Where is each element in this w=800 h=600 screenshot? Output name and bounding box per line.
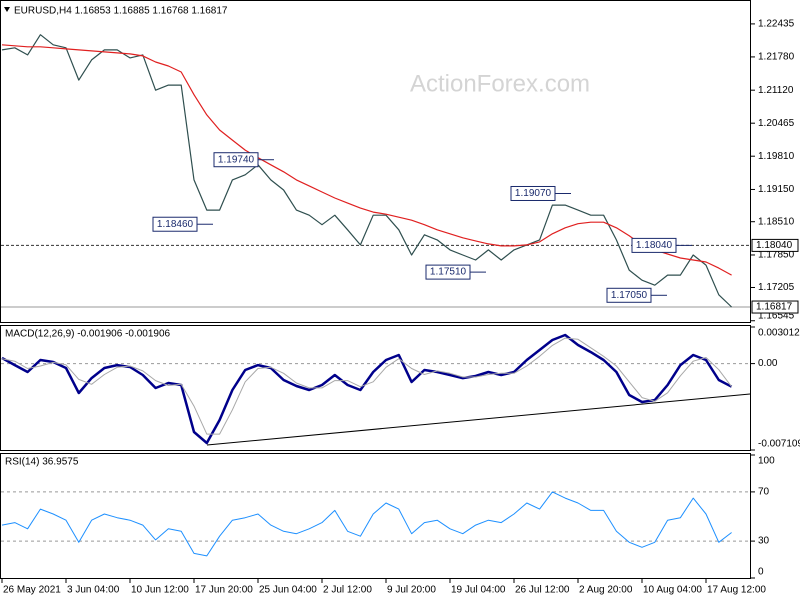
annotation-box (213, 152, 259, 168)
annotation-label: 1.17510 (430, 267, 467, 278)
y-tick-label: 1.17850 (758, 250, 795, 261)
annotation-box (510, 185, 556, 201)
x-tick-label: 26 Jul 12:00 (515, 585, 570, 596)
x-tick-label: 2 Jul 12:00 (323, 585, 372, 596)
x-tick-label: 9 Jul 20:00 (387, 585, 436, 596)
annotation-box (425, 264, 471, 280)
annotation-label: 1.18460 (157, 219, 194, 230)
y-tick-label: 0.00 (758, 358, 778, 369)
y-tick-label: 0.003012 (758, 328, 800, 339)
price-level-box (751, 300, 799, 314)
rsi-panel (0, 453, 751, 579)
y-tick-label: 1.17205 (758, 282, 795, 293)
y-tick-label: 30 (758, 536, 770, 547)
annotation-label: 1.19740 (218, 154, 255, 165)
y-tick-label: 1.20465 (758, 118, 795, 129)
y-tick-label: 100 (758, 456, 775, 467)
trend-line (206, 393, 751, 446)
y-tick-label: 1.19810 (758, 151, 795, 162)
y-tick-label: -0.007109 (758, 439, 800, 450)
price-level-label: 1.16817 (756, 302, 793, 313)
y-tick-label: 0 (758, 567, 764, 578)
annotation-box (606, 287, 652, 303)
annotation-box (152, 216, 198, 232)
y-tick-label: 1.16545 (758, 311, 795, 322)
y-tick-label: 1.21780 (758, 52, 795, 63)
annotation-box (631, 237, 677, 253)
x-tick-label: 17 Aug 12:00 (707, 585, 766, 596)
series-line (1, 337, 732, 435)
y-tick-label: 1.22435 (758, 19, 795, 30)
x-tick-label: 25 Jun 04:00 (259, 585, 317, 596)
menu-icon (4, 7, 10, 12)
x-tick-label: 10 Jun 12:00 (131, 585, 189, 596)
x-tick-label: 17 Jun 20:00 (195, 585, 253, 596)
price-level-label: 1.18040 (756, 240, 793, 251)
annotation-label: 1.19070 (515, 188, 552, 199)
panel-title: RSI(14) 36.9575 (5, 457, 79, 468)
price-level-box (751, 238, 799, 252)
series-line (1, 333, 733, 445)
x-tick-label: 26 May 2021 (3, 585, 61, 596)
y-tick-label: 1.21120 (758, 85, 794, 96)
annotation-label: 1.17050 (611, 290, 648, 301)
price-panel (0, 0, 751, 323)
series-line (1, 491, 732, 557)
annotation-label: 1.18040 (636, 240, 673, 251)
x-tick-label: 2 Aug 20:00 (579, 585, 633, 596)
x-tick-label: 19 Jul 04:00 (451, 585, 506, 596)
series-line (1, 44, 732, 276)
y-tick-label: 70 (758, 487, 770, 498)
panel-title: EURUSD,H4 1.16853 1.16885 1.16768 1.1681… (14, 6, 228, 17)
x-tick-label: 3 Jun 04:00 (67, 585, 120, 596)
watermark: ActionForex.com (410, 70, 590, 97)
y-tick-label: 1.19150 (758, 184, 795, 195)
y-tick-label: 1.18510 (758, 216, 795, 227)
x-tick-label: 10 Aug 04:00 (643, 585, 702, 596)
macd-panel (0, 325, 751, 451)
panel-title: MACD(12,26,9) -0.001906 -0.001906 (5, 329, 171, 340)
